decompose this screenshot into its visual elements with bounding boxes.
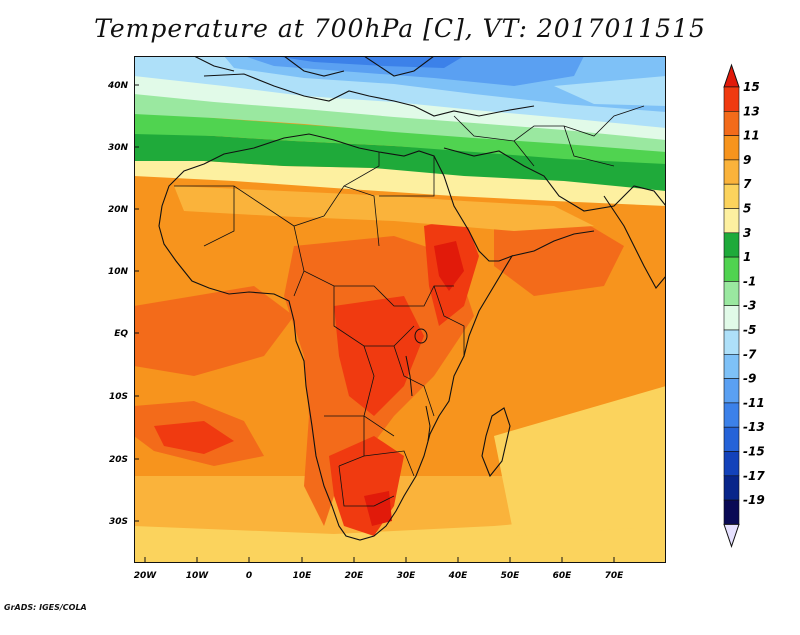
colorbar-label: 3 — [743, 226, 751, 240]
chart-title: Temperature at 700hPa [C], VT: 201701151… — [94, 14, 706, 43]
europe-coast — [193, 56, 435, 77]
lon-tick-label: 40E — [448, 571, 469, 581]
madagascar-coastline — [481, 407, 511, 478]
colorbar-label: -3 — [743, 299, 756, 313]
border-south — [324, 415, 415, 507]
colorbar-swatch — [723, 329, 740, 355]
colorbar-label: -11 — [743, 396, 765, 410]
field-band-m1 — [134, 111, 666, 164]
lon-tick-label: 70E — [605, 571, 625, 581]
colorbar-label: 9 — [743, 153, 751, 167]
colorbar-label: -15 — [743, 445, 765, 459]
colorbar-label: -9 — [743, 372, 756, 386]
colorbar-label: -19 — [743, 493, 765, 507]
lake-victoria — [414, 328, 428, 344]
field-warm-15-south — [364, 491, 392, 526]
colorbar-swatch — [723, 426, 740, 452]
colorbar-swatch — [723, 232, 740, 258]
colorbar-swatch — [723, 256, 740, 282]
field-warm-13-atl — [154, 421, 234, 454]
colorbar-swatch — [723, 183, 740, 209]
field-pale-sahara — [174, 186, 594, 231]
india-coast — [603, 195, 666, 289]
temperature-map — [134, 56, 666, 563]
lon-tick-label: 50E — [501, 571, 521, 581]
colorbar-swatch — [723, 451, 740, 477]
lat-tick-label: 20S — [109, 455, 128, 465]
colorbar-label: -7 — [743, 347, 757, 361]
colorbar-label: 1 — [743, 250, 751, 264]
colorbar-swatch — [723, 499, 740, 525]
colorbar-label: 7 — [743, 177, 752, 191]
colorbar-swatch — [723, 402, 740, 428]
field-warm-15-east — [434, 241, 464, 291]
colorbar-swatch — [723, 475, 740, 501]
field-band-m7 — [134, 56, 666, 128]
credit-label: GrADS: IGES/COLA — [4, 603, 87, 612]
mediterranean-coast — [203, 73, 535, 117]
lat-tick-label: 40N — [107, 81, 129, 91]
field-band-m13 — [274, 56, 464, 68]
colorbar-label: -13 — [743, 420, 765, 434]
africa-coastline — [158, 133, 514, 541]
colorbar-swatch — [723, 208, 740, 234]
field-band-3 — [134, 156, 666, 206]
colorbar-swatch — [723, 281, 740, 306]
colorbar-swatch — [723, 86, 740, 112]
colorbar-swatch — [723, 378, 740, 404]
colorbar: 15 13 11 9 7 5 3 1 -1 -3 -5 -7 -9 -11 -13 -15 -17 -19 — [723, 63, 765, 548]
colorbar-label: 11 — [743, 129, 760, 143]
field-band-m3 — [134, 91, 666, 152]
colorbar-swatch — [723, 135, 740, 161]
colorbar-label: 13 — [743, 104, 760, 118]
lon-tick-label: 20W — [134, 571, 158, 581]
colorbar-label: -1 — [743, 274, 756, 288]
field-warm-13-central — [334, 296, 424, 416]
border-sahara-2 — [323, 152, 435, 247]
field-warm-11-arabia — [494, 216, 624, 296]
colorbar-bottom-arrow — [723, 523, 740, 548]
colorbar-label: -17 — [743, 469, 765, 483]
lat-tick-label: 20N — [108, 205, 129, 215]
lat-tick-label: 10N — [108, 267, 129, 277]
border-mideast — [453, 105, 645, 167]
field-warm-11-west — [134, 286, 294, 376]
lon-tick-label: 10W — [186, 571, 210, 581]
arabia-coastline — [443, 147, 666, 257]
lon-tick-label: 60E — [553, 571, 573, 581]
colorbar-swatch — [723, 159, 740, 185]
colorbar-label: -5 — [743, 323, 756, 337]
lon-tick-label: 20E — [345, 571, 365, 581]
coastlines — [158, 56, 666, 541]
field-east-blue — [554, 76, 666, 106]
country-borders — [174, 105, 645, 507]
lat-tick-label: 30N — [108, 143, 129, 153]
colorbar-swatch — [723, 353, 740, 379]
field-band-1 — [134, 131, 666, 191]
field-south-indian — [494, 386, 666, 536]
colorbar-top-arrow — [723, 63, 740, 88]
lake-malawi — [425, 405, 431, 442]
lake-tanganyika — [405, 355, 413, 397]
border-east — [363, 285, 465, 437]
lat-tick-label: 10S — [109, 392, 128, 402]
map-canvas — [134, 56, 666, 563]
colorbar-label: 5 — [743, 202, 751, 216]
colorbar-swatch — [723, 110, 740, 136]
lon-tick-label: 10E — [293, 571, 313, 581]
colorbar-label: 15 — [743, 80, 760, 94]
lat-tick-label: 30S — [109, 517, 128, 527]
lon-tick-label: 0 — [246, 571, 252, 581]
lon-tick-label: 30E — [397, 571, 417, 581]
colorbar-swatch — [723, 305, 740, 331]
map-border — [134, 56, 666, 563]
lat-tick-label: EQ — [114, 329, 128, 339]
